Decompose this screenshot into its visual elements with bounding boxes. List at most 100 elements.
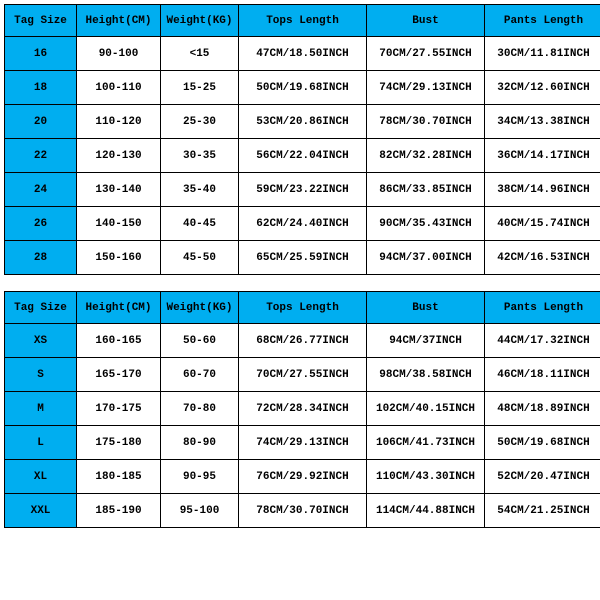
cell: 28 bbox=[5, 241, 77, 275]
table-row: 1690-100<1547CM/18.50INCH70CM/27.55INCH3… bbox=[5, 37, 600, 71]
cell: 35-40 bbox=[161, 173, 239, 207]
cell: 90-100 bbox=[77, 37, 161, 71]
cell: 110CM/43.30INCH bbox=[367, 460, 485, 494]
table-header-row: Tag Size Height(CM) Weight(KG) Tops Leng… bbox=[5, 292, 600, 324]
table-row: XS160-16550-6068CM/26.77INCH94CM/37INCH4… bbox=[5, 324, 600, 358]
col-pants-length: Pants Length bbox=[485, 5, 600, 37]
col-weight: Weight(KG) bbox=[161, 292, 239, 324]
cell: 59CM/23.22INCH bbox=[239, 173, 367, 207]
cell: 72CM/28.34INCH bbox=[239, 392, 367, 426]
table-row: XXL185-19095-10078CM/30.70INCH114CM/44.8… bbox=[5, 494, 600, 528]
cell: 80-90 bbox=[161, 426, 239, 460]
cell: 53CM/20.86INCH bbox=[239, 105, 367, 139]
cell: 82CM/32.28INCH bbox=[367, 139, 485, 173]
size-table-adults: Tag Size Height(CM) Weight(KG) Tops Leng… bbox=[4, 291, 600, 528]
cell: 74CM/29.13INCH bbox=[239, 426, 367, 460]
cell: 106CM/41.73INCH bbox=[367, 426, 485, 460]
cell: 18 bbox=[5, 71, 77, 105]
cell: 56CM/22.04INCH bbox=[239, 139, 367, 173]
table-row: 24130-14035-4059CM/23.22INCH86CM/33.85IN… bbox=[5, 173, 600, 207]
table-row: 18100-11015-2550CM/19.68INCH74CM/29.13IN… bbox=[5, 71, 600, 105]
cell: 114CM/44.88INCH bbox=[367, 494, 485, 528]
cell: 47CM/18.50INCH bbox=[239, 37, 367, 71]
table-row: XL180-18590-9576CM/29.92INCH110CM/43.30I… bbox=[5, 460, 600, 494]
cell: 165-170 bbox=[77, 358, 161, 392]
cell: 26 bbox=[5, 207, 77, 241]
cell: XL bbox=[5, 460, 77, 494]
cell: 50CM/19.68INCH bbox=[239, 71, 367, 105]
cell: 180-185 bbox=[77, 460, 161, 494]
cell: 170-175 bbox=[77, 392, 161, 426]
cell: 98CM/38.58INCH bbox=[367, 358, 485, 392]
col-height: Height(CM) bbox=[77, 292, 161, 324]
cell: 94CM/37.00INCH bbox=[367, 241, 485, 275]
cell: 52CM/20.47INCH bbox=[485, 460, 600, 494]
cell: 94CM/37INCH bbox=[367, 324, 485, 358]
col-tag-size: Tag Size bbox=[5, 5, 77, 37]
cell: 175-180 bbox=[77, 426, 161, 460]
cell: 50CM/19.68INCH bbox=[485, 426, 600, 460]
cell: 140-150 bbox=[77, 207, 161, 241]
col-tag-size: Tag Size bbox=[5, 292, 77, 324]
cell: 102CM/40.15INCH bbox=[367, 392, 485, 426]
cell: 44CM/17.32INCH bbox=[485, 324, 600, 358]
cell: <15 bbox=[161, 37, 239, 71]
col-height: Height(CM) bbox=[77, 5, 161, 37]
cell: 76CM/29.92INCH bbox=[239, 460, 367, 494]
cell: 78CM/30.70INCH bbox=[367, 105, 485, 139]
table-row: 28150-16045-5065CM/25.59INCH94CM/37.00IN… bbox=[5, 241, 600, 275]
col-weight: Weight(KG) bbox=[161, 5, 239, 37]
cell: 50-60 bbox=[161, 324, 239, 358]
table-row: 20110-12025-3053CM/20.86INCH78CM/30.70IN… bbox=[5, 105, 600, 139]
cell: 22 bbox=[5, 139, 77, 173]
cell: 70CM/27.55INCH bbox=[239, 358, 367, 392]
cell: 36CM/14.17INCH bbox=[485, 139, 600, 173]
table-row: 26140-15040-4562CM/24.40INCH90CM/35.43IN… bbox=[5, 207, 600, 241]
cell: 130-140 bbox=[77, 173, 161, 207]
cell: 24 bbox=[5, 173, 77, 207]
col-bust: Bust bbox=[367, 5, 485, 37]
table-row: L175-18080-9074CM/29.13INCH106CM/41.73IN… bbox=[5, 426, 600, 460]
table-gap bbox=[4, 275, 596, 291]
cell: 20 bbox=[5, 105, 77, 139]
cell: 65CM/25.59INCH bbox=[239, 241, 367, 275]
table-row: S165-17060-7070CM/27.55INCH98CM/38.58INC… bbox=[5, 358, 600, 392]
table-body: XS160-16550-6068CM/26.77INCH94CM/37INCH4… bbox=[5, 324, 600, 528]
cell: 78CM/30.70INCH bbox=[239, 494, 367, 528]
cell: 30CM/11.81INCH bbox=[485, 37, 600, 71]
cell: 160-165 bbox=[77, 324, 161, 358]
cell: 54CM/21.25INCH bbox=[485, 494, 600, 528]
cell: 45-50 bbox=[161, 241, 239, 275]
cell: 42CM/16.53INCH bbox=[485, 241, 600, 275]
cell: 60-70 bbox=[161, 358, 239, 392]
cell: 120-130 bbox=[77, 139, 161, 173]
cell: 16 bbox=[5, 37, 77, 71]
cell: 185-190 bbox=[77, 494, 161, 528]
cell: 40CM/15.74INCH bbox=[485, 207, 600, 241]
cell: XXL bbox=[5, 494, 77, 528]
cell: 15-25 bbox=[161, 71, 239, 105]
cell: S bbox=[5, 358, 77, 392]
cell: 70-80 bbox=[161, 392, 239, 426]
col-bust: Bust bbox=[367, 292, 485, 324]
table-header-row: Tag Size Height(CM) Weight(KG) Tops Leng… bbox=[5, 5, 600, 37]
cell: XS bbox=[5, 324, 77, 358]
size-table-kids: Tag Size Height(CM) Weight(KG) Tops Leng… bbox=[4, 4, 600, 275]
cell: 70CM/27.55INCH bbox=[367, 37, 485, 71]
table-row: M170-17570-8072CM/28.34INCH102CM/40.15IN… bbox=[5, 392, 600, 426]
cell: 32CM/12.60INCH bbox=[485, 71, 600, 105]
cell: 110-120 bbox=[77, 105, 161, 139]
cell: 34CM/13.38INCH bbox=[485, 105, 600, 139]
col-pants-length: Pants Length bbox=[485, 292, 600, 324]
cell: 40-45 bbox=[161, 207, 239, 241]
cell: 62CM/24.40INCH bbox=[239, 207, 367, 241]
cell: 86CM/33.85INCH bbox=[367, 173, 485, 207]
col-tops-length: Tops Length bbox=[239, 5, 367, 37]
cell: 46CM/18.11INCH bbox=[485, 358, 600, 392]
cell: 48CM/18.89INCH bbox=[485, 392, 600, 426]
cell: 38CM/14.96INCH bbox=[485, 173, 600, 207]
cell: 30-35 bbox=[161, 139, 239, 173]
cell: 90-95 bbox=[161, 460, 239, 494]
cell: 100-110 bbox=[77, 71, 161, 105]
cell: 74CM/29.13INCH bbox=[367, 71, 485, 105]
